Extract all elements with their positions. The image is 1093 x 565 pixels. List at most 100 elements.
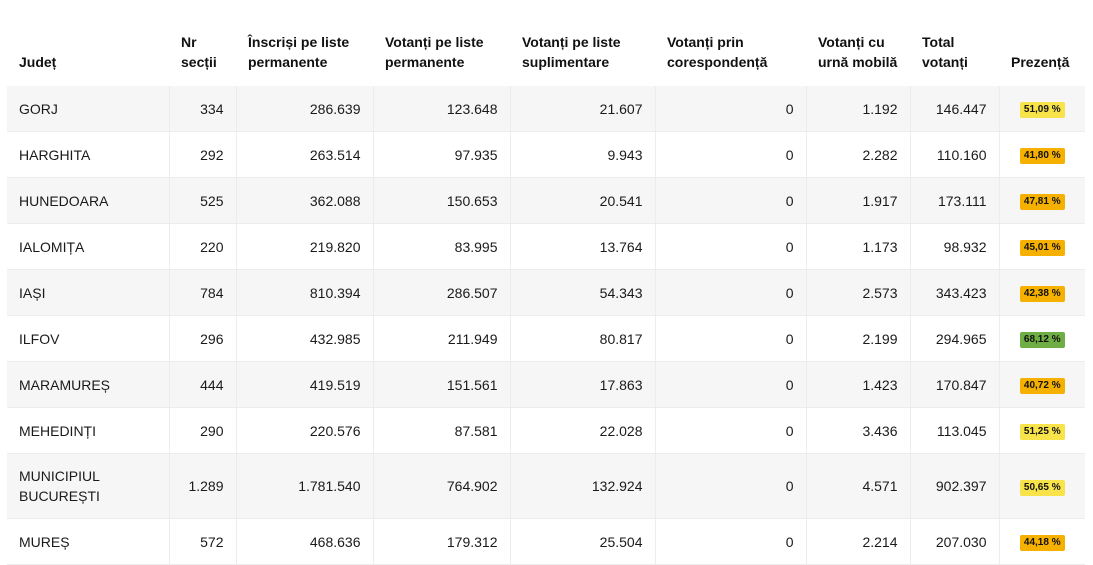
column-header-nr-sectii[interactable]: Nr secții (181, 34, 217, 70)
cell-total-votanti: 98.932 (910, 223, 1000, 270)
table-header: Județ Nr secții Înscriși pe liste perman… (7, 0, 1085, 86)
cell-votanti-suplimentare: 80.817 (510, 315, 656, 362)
turnout-badge: 51,25 % (1019, 424, 1065, 440)
cell-total-votanti: 207.030 (910, 518, 1000, 565)
cell-total-votanti: 170.847 (910, 361, 1000, 408)
turnout-badge: 40,72 % (1019, 378, 1065, 394)
cell-total-votanti: 146.447 (910, 86, 1000, 132)
cell-votanti-suplimentare: 9.943 (510, 131, 656, 178)
cell-prezenta: 41,80 % (999, 131, 1085, 178)
cell-votanti-permanente: 150.653 (373, 177, 511, 224)
table-row: MUREȘ 572 468.636 179.312 25.504 0 2.214 207.03… (7, 518, 1085, 565)
header-row: Județ Nr secții Înscriși pe liste perman… (7, 0, 1085, 86)
column-header-votanti-permanente[interactable]: Votanți pe liste permanente (385, 34, 484, 70)
cell-total-votanti: 294.965 (910, 315, 1000, 362)
cell-votanti-corespondenta: 0 (655, 407, 807, 454)
cell-nr-sectii: 444 (169, 361, 237, 408)
cell-votanti-urna-mobila: 1.917 (806, 177, 911, 224)
cell-judet: IAȘI (7, 269, 170, 316)
cell-judet: MUNICIPIUL BUCUREȘTI (7, 453, 170, 519)
table-row: IAȘI 784 810.394 286.507 54.343 0 2.573 343.423… (7, 269, 1085, 316)
cell-votanti-permanente: 764.902 (373, 453, 511, 519)
cell-nr-sectii: 572 (169, 518, 237, 565)
cell-inscrisi: 220.576 (236, 407, 374, 454)
cell-total-votanti: 902.397 (910, 453, 1000, 519)
cell-votanti-suplimentare: 132.924 (510, 453, 656, 519)
turnout-badge: 42,38 % (1019, 286, 1065, 302)
cell-votanti-urna-mobila: 2.214 (806, 518, 911, 565)
cell-judet: MEHEDINȚI (7, 407, 170, 454)
cell-votanti-urna-mobila: 3.436 (806, 407, 911, 454)
cell-votanti-permanente: 179.312 (373, 518, 511, 565)
cell-judet: IALOMIȚA (7, 223, 170, 270)
cell-votanti-suplimentare: 22.028 (510, 407, 656, 454)
cell-votanti-urna-mobila: 2.573 (806, 269, 911, 316)
cell-inscrisi: 419.519 (236, 361, 374, 408)
cell-votanti-urna-mobila: 2.282 (806, 131, 911, 178)
cell-prezenta: 40,72 % (999, 361, 1085, 408)
cell-total-votanti: 113.045 (910, 407, 1000, 454)
turnout-badge: 44,18 % (1019, 535, 1065, 551)
cell-nr-sectii: 292 (169, 131, 237, 178)
cell-votanti-suplimentare: 17.863 (510, 361, 656, 408)
cell-votanti-corespondenta: 0 (655, 315, 807, 362)
column-header-total-votanti[interactable]: Total votanți (922, 34, 968, 70)
column-header-votanti-corespondenta[interactable]: Votanți prin corespondență (667, 34, 768, 70)
column-header-inscrisi[interactable]: Înscriși pe liste permanente (248, 34, 350, 70)
cell-votanti-urna-mobila: 4.571 (806, 453, 911, 519)
cell-prezenta: 51,25 % (999, 407, 1085, 454)
table-body: GORJ 334 286.639 123.648 21.607 0 1.192 146.447… (7, 86, 1085, 565)
turnout-badge: 50,65 % (1019, 479, 1065, 496)
cell-votanti-corespondenta: 0 (655, 177, 807, 224)
cell-votanti-corespondenta: 0 (655, 269, 807, 316)
column-header-votanti-urna-mobila[interactable]: Votanți cu urnă mobilă (818, 34, 898, 70)
cell-votanti-permanente: 97.935 (373, 131, 511, 178)
cell-inscrisi: 1.781.540 (236, 453, 374, 519)
cell-prezenta: 51,09 % (999, 86, 1085, 132)
cell-votanti-suplimentare: 20.541 (510, 177, 656, 224)
cell-nr-sectii: 296 (169, 315, 237, 362)
cell-nr-sectii: 290 (169, 407, 237, 454)
cell-votanti-urna-mobila: 1.423 (806, 361, 911, 408)
cell-judet: HARGHITA (7, 131, 170, 178)
cell-votanti-corespondenta: 0 (655, 131, 807, 178)
cell-votanti-corespondenta: 0 (655, 223, 807, 270)
cell-votanti-permanente: 83.995 (373, 223, 511, 270)
cell-total-votanti: 110.160 (910, 131, 1000, 178)
cell-inscrisi: 362.088 (236, 177, 374, 224)
cell-votanti-suplimentare: 13.764 (510, 223, 656, 270)
cell-votanti-permanente: 211.949 (373, 315, 511, 362)
table-row: MARAMUREȘ 444 419.519 151.561 17.863 0 1.423 17… (7, 361, 1085, 408)
cell-total-votanti: 343.423 (910, 269, 1000, 316)
table-row: HUNEDOARA 525 362.088 150.653 20.541 0 1.917 17… (7, 177, 1085, 224)
table-row: IALOMIȚA 220 219.820 83.995 13.764 0 1.173 98.9… (7, 223, 1085, 270)
cell-nr-sectii: 220 (169, 223, 237, 270)
cell-votanti-suplimentare: 25.504 (510, 518, 656, 565)
table-row: GORJ 334 286.639 123.648 21.607 0 1.192 146.447… (7, 86, 1085, 132)
cell-votanti-urna-mobila: 1.173 (806, 223, 911, 270)
cell-inscrisi: 219.820 (236, 223, 374, 270)
cell-judet: HUNEDOARA (7, 177, 170, 224)
cell-nr-sectii: 334 (169, 86, 237, 132)
cell-inscrisi: 468.636 (236, 518, 374, 565)
cell-votanti-permanente: 123.648 (373, 86, 511, 132)
cell-prezenta: 45,01 % (999, 223, 1085, 270)
cell-votanti-permanente: 286.507 (373, 269, 511, 316)
column-header-prezenta[interactable]: Prezență (1011, 54, 1070, 70)
cell-votanti-urna-mobila: 2.199 (806, 315, 911, 362)
cell-votanti-suplimentare: 54.343 (510, 269, 656, 316)
column-header-votanti-suplimentare[interactable]: Votanți pe liste suplimentare (522, 34, 621, 70)
cell-inscrisi: 263.514 (236, 131, 374, 178)
table-row: ILFOV 296 432.985 211.949 80.817 0 2.199 294.96… (7, 315, 1085, 362)
cell-votanti-corespondenta: 0 (655, 361, 807, 408)
turnout-badge: 68,12 % (1019, 332, 1065, 348)
table-row: HARGHITA 292 263.514 97.935 9.943 0 2.282 110.1… (7, 131, 1085, 178)
table-row: MUNICIPIUL BUCUREȘTI 1.289 1.781.540 764.90… (7, 453, 1085, 519)
results-table: Județ Nr secții Înscriși pe liste perman… (7, 0, 1085, 565)
cell-inscrisi: 286.639 (236, 86, 374, 132)
column-header-judet[interactable]: Județ (19, 54, 57, 70)
cell-votanti-permanente: 87.581 (373, 407, 511, 454)
table-row: MEHEDINȚI 290 220.576 87.581 22.028 0 3.436 113… (7, 407, 1085, 454)
cell-prezenta: 50,65 % (999, 453, 1085, 519)
